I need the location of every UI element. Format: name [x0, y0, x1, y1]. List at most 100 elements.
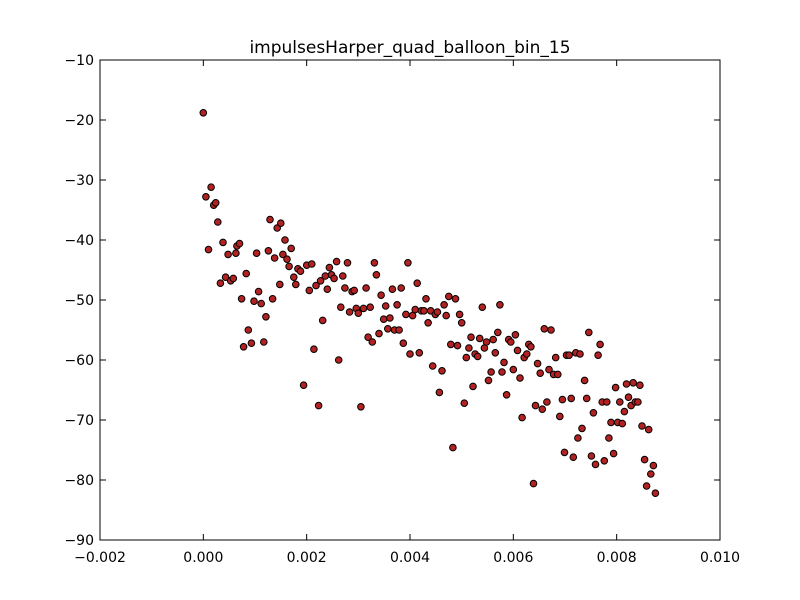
data-point: [529, 479, 538, 488]
data-point: [491, 349, 500, 357]
data-point: [232, 249, 240, 257]
data-point: [596, 340, 604, 349]
data-point: [422, 295, 430, 303]
data-point: [651, 489, 660, 498]
data-point: [473, 352, 482, 361]
data-point: [359, 304, 368, 313]
data-point: [214, 218, 222, 226]
data-point: [404, 259, 412, 267]
data-point: [354, 309, 363, 318]
data-point: [337, 303, 345, 312]
data-point: [339, 272, 347, 280]
data-point: [411, 305, 420, 314]
data-point: [545, 365, 553, 374]
data-point: [281, 236, 289, 244]
data-point: [558, 395, 567, 404]
data-point: [350, 286, 359, 295]
data-point: [565, 351, 573, 360]
data-point: [465, 344, 473, 352]
data-point: [343, 259, 352, 267]
data-point: [611, 383, 620, 392]
data-point: [199, 109, 208, 117]
y-tick-label: −30: [64, 173, 94, 189]
data-point: [207, 183, 215, 191]
data-point: [647, 470, 655, 478]
data-point: [576, 350, 584, 358]
data-point: [204, 245, 213, 254]
data-point: [377, 291, 385, 300]
data-point: [366, 303, 375, 312]
data-point: [649, 461, 658, 470]
data-point: [523, 350, 531, 358]
data-point: [242, 269, 250, 278]
data-point: [453, 341, 462, 350]
data-point: [276, 280, 284, 289]
data-point: [285, 262, 293, 271]
data-point: [536, 369, 545, 378]
data-point: [312, 281, 320, 290]
data-point: [540, 325, 549, 333]
data-point: [634, 398, 642, 406]
data-point: [216, 279, 225, 288]
data-point: [482, 338, 491, 346]
data-point: [372, 271, 381, 279]
data-point: [455, 310, 464, 319]
data-point: [469, 382, 477, 391]
data-point: [589, 409, 598, 417]
y-tick-label: −80: [64, 473, 94, 489]
data-point: [609, 449, 618, 458]
data-point: [386, 314, 394, 322]
plot-area-frame: [99, 59, 721, 541]
data-point: [296, 267, 305, 276]
y-tick-label: −40: [64, 233, 94, 249]
data-point: [334, 356, 343, 364]
data-point: [533, 359, 542, 368]
data-point: [341, 284, 349, 292]
data-point: [527, 343, 535, 351]
data-point: [629, 379, 638, 387]
data-point: [332, 257, 341, 266]
data-point: [237, 295, 246, 303]
data-point: [305, 286, 314, 295]
data-point: [229, 274, 238, 283]
data-point: [531, 401, 540, 410]
data-point: [605, 434, 613, 442]
data-point: [451, 295, 460, 303]
y-tick-label: −60: [64, 353, 94, 369]
data-point: [252, 249, 261, 257]
y-tick-label: −20: [64, 113, 94, 129]
data-point: [556, 412, 564, 421]
data-point: [420, 307, 428, 315]
data-point: [314, 401, 323, 410]
data-point: [370, 259, 379, 267]
data-point: [547, 326, 555, 334]
data-point: [202, 193, 210, 201]
data-point: [257, 299, 266, 308]
data-point: [513, 346, 522, 355]
data-point: [449, 443, 457, 452]
data-point: [624, 393, 633, 402]
data-point: [475, 334, 484, 343]
data-point: [345, 308, 354, 316]
x-tick-label: 0.010: [700, 550, 740, 566]
data-point: [620, 407, 629, 416]
x-tick-label: 0.002: [287, 550, 327, 566]
data-point: [277, 219, 285, 227]
data-point: [364, 333, 372, 342]
data-point: [494, 328, 502, 337]
data-point: [424, 319, 432, 327]
data-point: [489, 335, 498, 344]
data-point: [321, 272, 330, 280]
data-point: [221, 273, 230, 282]
data-point: [585, 328, 593, 337]
data-point: [211, 199, 220, 207]
data-points: [199, 109, 660, 498]
data-point: [507, 338, 515, 346]
data-point: [580, 376, 589, 385]
data-point: [636, 381, 644, 390]
data-point: [435, 388, 444, 397]
x-tick-label: 0.000: [183, 550, 223, 566]
data-point: [509, 365, 518, 374]
data-point: [433, 308, 442, 316]
